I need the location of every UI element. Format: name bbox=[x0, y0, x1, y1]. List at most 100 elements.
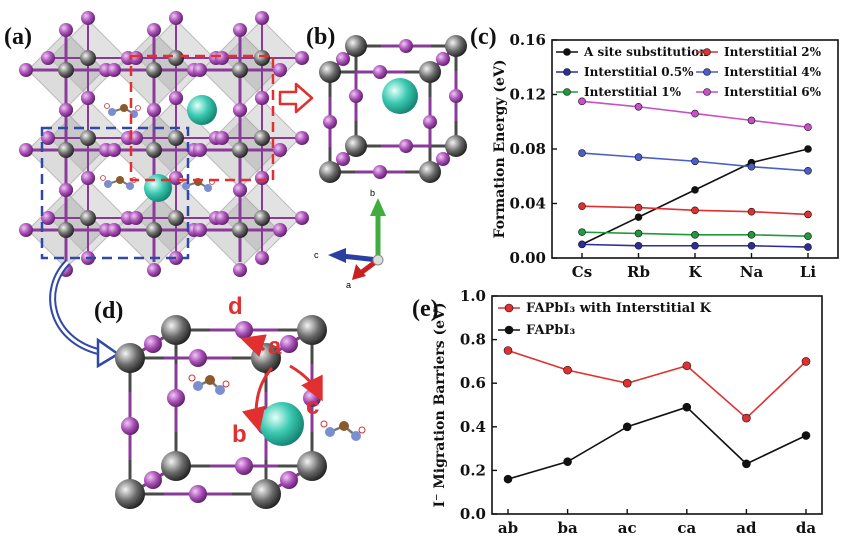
data-point bbox=[747, 207, 756, 216]
arrow-to-d-inner bbox=[51, 260, 101, 354]
data-point bbox=[804, 232, 812, 240]
iodine-atom bbox=[169, 91, 183, 105]
data-point bbox=[563, 457, 572, 466]
axis-label-a: a bbox=[346, 280, 351, 290]
iodine-atom bbox=[399, 139, 413, 153]
iodine-atom bbox=[215, 131, 229, 145]
atom-layer bbox=[19, 11, 309, 277]
lead-atom bbox=[80, 50, 96, 66]
lead-atom bbox=[445, 135, 467, 157]
data-point bbox=[563, 365, 572, 375]
series-line bbox=[507, 349, 807, 420]
cation-interstitial bbox=[144, 174, 172, 202]
iodine-atom bbox=[107, 63, 121, 77]
data-point bbox=[742, 413, 751, 423]
hop-label-c: c bbox=[306, 393, 319, 420]
lead-atom bbox=[58, 222, 74, 238]
lead-atom bbox=[297, 451, 327, 481]
lead-atom bbox=[319, 61, 341, 83]
x-tick-label: K bbox=[688, 263, 702, 281]
y-tick-label: 0.16 bbox=[509, 31, 546, 49]
y-tick-label: 0.08 bbox=[509, 140, 546, 158]
iodine-atom bbox=[107, 223, 121, 237]
panel-label-a: (a) bbox=[4, 24, 32, 50]
iodine-atom bbox=[399, 39, 413, 53]
iodine-atom bbox=[193, 143, 207, 157]
lead-atom bbox=[168, 50, 184, 66]
iodine-atom bbox=[41, 211, 55, 225]
data-point bbox=[634, 153, 643, 161]
data-point bbox=[691, 241, 699, 250]
iodine-atom bbox=[129, 211, 143, 225]
panel-d: d a b c (d) bbox=[94, 293, 366, 509]
data-point bbox=[804, 210, 812, 219]
lead-atom bbox=[297, 315, 327, 345]
panel-a: (a) bbox=[4, 11, 309, 277]
iodine-atom bbox=[167, 389, 185, 407]
iodine-atom bbox=[144, 335, 162, 353]
hop-arrow-a-d bbox=[240, 334, 267, 358]
iodine-atom bbox=[189, 485, 207, 503]
blue-dashed-box bbox=[40, 126, 190, 260]
data-point bbox=[503, 474, 513, 484]
lead-atom bbox=[254, 50, 270, 66]
data-point bbox=[691, 231, 699, 239]
iodine-atom bbox=[373, 65, 387, 79]
y-tick-label: 0.2 bbox=[460, 461, 486, 479]
iodine-atom bbox=[233, 183, 247, 197]
iodine-atom bbox=[280, 335, 298, 353]
legend-marker bbox=[563, 88, 571, 96]
iodine-atom bbox=[41, 51, 55, 65]
iodine-atom bbox=[255, 91, 269, 105]
iodine-atom bbox=[215, 51, 229, 65]
legend-marker bbox=[703, 88, 711, 96]
iodine-atom bbox=[147, 23, 161, 37]
lead-atom bbox=[146, 222, 162, 238]
iodine-atom bbox=[59, 23, 73, 37]
data-point bbox=[634, 229, 643, 238]
data-point bbox=[578, 97, 586, 106]
data-point bbox=[747, 162, 756, 171]
legend-label: Interstitial 2% bbox=[724, 45, 822, 59]
lead-atom bbox=[146, 62, 162, 78]
iodine-atom bbox=[323, 115, 337, 129]
iodine-atom bbox=[449, 89, 463, 103]
lead-atom bbox=[419, 61, 441, 83]
data-point bbox=[682, 361, 692, 371]
iodine-atom bbox=[59, 103, 73, 117]
iodine-atom bbox=[233, 263, 247, 277]
iodine-atom bbox=[81, 91, 95, 105]
legend-label: Interstitial 6% bbox=[724, 85, 822, 99]
hop-label-a: a bbox=[268, 333, 282, 360]
iodine-atom bbox=[436, 52, 450, 66]
iodine-atom bbox=[436, 152, 450, 166]
lead-atom bbox=[254, 130, 270, 146]
iodine-atom bbox=[169, 11, 183, 25]
data-point bbox=[578, 228, 586, 236]
fa-molecule bbox=[320, 420, 366, 441]
legend-marker bbox=[703, 48, 711, 56]
x-tick-label: ac bbox=[618, 519, 637, 537]
data-point bbox=[801, 357, 811, 366]
lead-atom bbox=[146, 142, 162, 158]
panel-label-c: (c) bbox=[470, 24, 497, 50]
lead-atom bbox=[232, 62, 248, 78]
x-tick-label: Li bbox=[800, 263, 817, 281]
legend-marker bbox=[563, 48, 571, 56]
iodine-atom bbox=[255, 251, 269, 265]
x-tick-label: Rb bbox=[627, 263, 650, 281]
y-tick-label: 0.6 bbox=[460, 374, 486, 392]
iodine-atom bbox=[336, 152, 350, 166]
x-tick-label: ab bbox=[498, 519, 518, 537]
legend-label: A site substitution bbox=[583, 45, 708, 59]
hop-label-b: b bbox=[232, 421, 247, 448]
y-tick-label: 0.8 bbox=[460, 331, 486, 349]
axis-triad: b c a bbox=[314, 188, 386, 290]
cation-interstitial bbox=[187, 95, 217, 125]
cation-interstitial bbox=[260, 402, 304, 446]
legend-label: FAPbI₃ with Interstitial K bbox=[526, 301, 712, 316]
data-point bbox=[634, 203, 643, 212]
axis-label-b: b bbox=[370, 188, 375, 198]
data-point bbox=[742, 459, 751, 469]
cation-interstitial bbox=[382, 78, 418, 114]
